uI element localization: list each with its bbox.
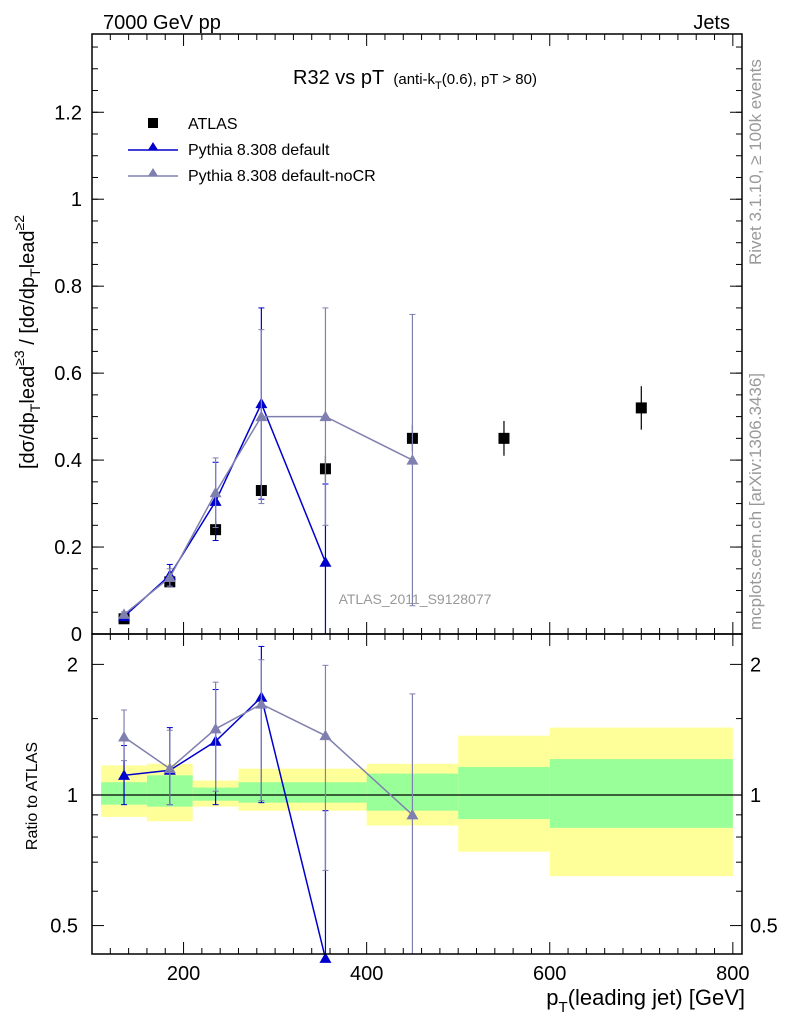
main-y-tick-label: 0.6 <box>54 363 82 385</box>
x-tick-label: 600 <box>533 963 566 985</box>
main-y-tick-label: 0.8 <box>54 276 82 298</box>
data-point-atlas <box>498 432 510 444</box>
legend-label-pythia-default: Pythia 8.308 default <box>188 142 330 159</box>
ratio-y-tick-label: 0.5 <box>50 916 78 938</box>
main-y-tick-label: 1 <box>71 189 82 211</box>
header-left: 7000 GeV pp <box>103 12 221 34</box>
legend-marker-pythia-nocr <box>148 168 158 176</box>
legend-marker-atlas <box>148 118 158 128</box>
ratio-y-axis-label: Ratio to ATLAS <box>24 742 41 850</box>
legend: ATLAS Pythia 8.308 default Pythia 8.308 … <box>128 116 376 185</box>
ratio-point-pythia-nocr <box>118 731 131 742</box>
ratio-y-tick-label-right: 0.5 <box>750 916 778 938</box>
ratio-y-tick-label: 1 <box>67 785 78 807</box>
data-point-pythia-nocr <box>319 410 332 422</box>
ratio-point-pythia-nocr <box>255 698 268 709</box>
series-line-pythia-nocr <box>123 415 413 616</box>
main-y-tick-label: 0.4 <box>54 450 82 472</box>
data-point-pythia-nocr <box>118 608 131 619</box>
data-point-pythia-nocr <box>406 454 419 465</box>
ratio-point-pythia-nocr <box>319 729 332 741</box>
band-green-5 <box>458 767 550 820</box>
legend-label-pythia-nocr: Pythia 8.308 default-noCR <box>188 168 376 185</box>
mcplots-label: mcplots.cern.ch [arXiv:1306.3436] <box>746 373 765 630</box>
rivet-version-label: Rivet 3.1.10, ≥ 100k events <box>746 59 765 265</box>
band-green-3 <box>238 782 367 803</box>
ratio-y-tick-label: 2 <box>67 654 78 676</box>
data-point-pythia-nocr <box>255 410 268 422</box>
ratio-point-pythia-default <box>319 952 332 963</box>
data-point-atlas <box>635 402 647 414</box>
plot-title: R32 vs pT (anti-kT(0.6), pT > 80) <box>293 67 537 92</box>
ratio-point-pythia-default <box>118 769 131 780</box>
x-axis-label: pT(leading jet) [GeV] <box>546 985 745 1016</box>
svg-text:[dσ/dpTlead≥3 / [dσ/dpTlead≥2: [dσ/dpTlead≥3 / [dσ/dpTlead≥2 <box>11 215 43 469</box>
legend-label-atlas: ATLAS <box>188 116 238 133</box>
data-point-pythia-nocr <box>209 486 222 498</box>
data-point-pythia-default <box>319 556 332 567</box>
ratio-y-tick-label-right: 1 <box>750 785 761 807</box>
series-line-pythia-default <box>123 401 327 618</box>
header-right: Jets <box>693 12 730 34</box>
main-y-tick-label: 1.2 <box>54 102 82 124</box>
main-y-tick-label: 0 <box>71 624 82 646</box>
x-tick-label: 400 <box>350 963 383 985</box>
x-tick-label: 800 <box>716 963 749 985</box>
ratio-y-tick-label-right: 2 <box>750 654 761 676</box>
main-y-tick-label: 0.2 <box>54 537 82 559</box>
ratio-point-pythia-nocr <box>209 722 222 734</box>
band-green-6 <box>549 759 733 828</box>
analysis-label: ATLAS_2011_S9128077 <box>339 591 492 607</box>
ratio-line-pythia-default <box>123 695 327 959</box>
ratio-line-pythia-nocr <box>123 703 413 816</box>
legend-marker-pythia-default <box>148 142 158 150</box>
ratio-point-pythia-nocr <box>163 762 176 774</box>
main-y-axis-label: [dσ/dpTlead≥3 / [dσ/dpTlead≥2 <box>11 215 43 469</box>
ratio-panel-frame <box>91 633 743 955</box>
x-tick-label: 200 <box>167 963 200 985</box>
data-point-pythia-nocr <box>163 571 176 582</box>
ratio-point-pythia-nocr <box>406 808 419 820</box>
